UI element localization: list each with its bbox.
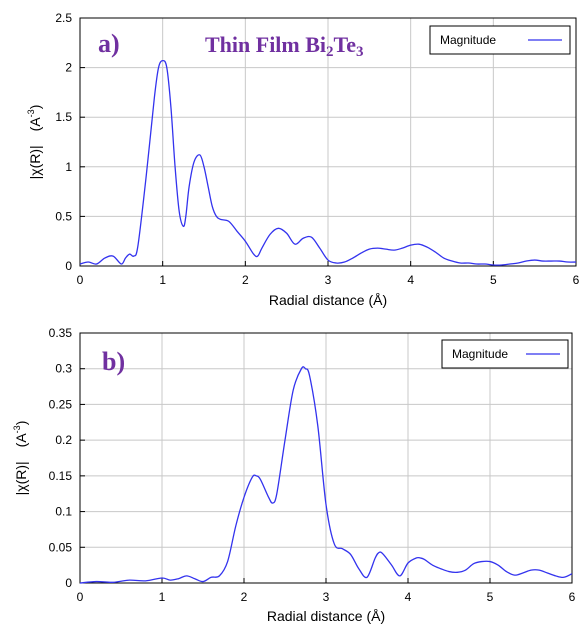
panel-a-xtick-label-5: 5 xyxy=(490,273,497,287)
panel-b-grid xyxy=(80,333,572,583)
panel-b-xtick-label-6: 6 xyxy=(569,590,576,604)
panel-b-ylabel-main: |χ(R)| xyxy=(13,461,29,495)
panel-b-legend-label: Magnitude xyxy=(452,347,508,361)
panel-b-ylabel-close: ) xyxy=(13,421,29,426)
panel-a-xtick-label-4: 4 xyxy=(407,273,414,287)
panel-a-xtick-label-1: 1 xyxy=(159,273,166,287)
panel-b: 0 1 2 3 4 5 6 0 0.05 0.1 0.15 0.2 0.25 0.3 0.35 b) Mag… xyxy=(12,326,576,624)
panel-b-series-magnitude-line xyxy=(79,366,573,584)
panel-b-label: b) xyxy=(102,347,125,376)
panel-b-ytick-label-0.1: 0.1 xyxy=(55,505,72,519)
panel-a-ytick-label-0.5: 0.5 xyxy=(55,209,72,223)
panel-a-ylabel-main: |χ(R)| xyxy=(27,145,43,179)
panel-b-xtick-label-3: 3 xyxy=(323,590,330,604)
panel-b-ytick-label-0.2: 0.2 xyxy=(55,433,72,447)
panel-b-xtick-label-4: 4 xyxy=(405,590,412,604)
panel-b-y-axis-label: |χ(R)| (A-3) xyxy=(12,421,29,496)
panel-a-title-sub2: 3 xyxy=(356,44,364,60)
panel-a-xtick-label-0: 0 xyxy=(77,273,84,287)
panel-a-plot-frame xyxy=(79,17,577,267)
panel-a-title-part1: Thin Film Bi xyxy=(205,32,326,57)
panel-a-legend-label: Magnitude xyxy=(440,33,496,47)
panel-a-title-sub1: 2 xyxy=(326,44,334,60)
panel-b-ytick-label-0: 0 xyxy=(65,576,72,590)
panel-a-ytick-label-2.5: 2.5 xyxy=(55,11,72,25)
panel-a-xtick-label-2: 2 xyxy=(242,273,249,287)
panel-a-title-part2: Te xyxy=(334,32,357,57)
panel-b-xtick-label-1: 1 xyxy=(159,590,166,604)
panel-a-ytick-label-1: 1 xyxy=(65,160,72,174)
svg-text:|χ(R)|(A-3): |χ(R)| (A-3) xyxy=(26,105,43,180)
panel-b-legend: Magnitude xyxy=(441,339,569,369)
panel-a: 0 1 2 3 4 5 600.511.522.5 a) Thin Film Bi2Te3 … xyxy=(26,11,580,308)
panel-a-title: Thin Film Bi2Te3 xyxy=(205,32,363,60)
panel-a-y-axis-label: |χ(R)| (A-3) xyxy=(26,105,43,180)
panel-b-ytick-label-0.25: 0.25 xyxy=(49,397,73,411)
panel-b-xtick-label-5: 5 xyxy=(487,590,494,604)
panel-b-ticks: 0 1 2 3 4 5 6 0 0.05 0.1 0.15 0.2 0.25 0.3 0.35 xyxy=(49,326,576,604)
panel-b-ytick-label-0.3: 0.3 xyxy=(55,362,72,376)
panel-a-ylabel-unit: (A xyxy=(27,117,43,132)
panel-a-xtick-label-3: 3 xyxy=(325,273,332,287)
panel-a-ylabel-close: ) xyxy=(27,105,43,110)
panel-a-label: a) xyxy=(98,29,120,58)
panel-b-ylabel-exp: -3 xyxy=(12,425,22,433)
panel-a-ytick-label-2: 2 xyxy=(65,61,72,75)
svg-text:|χ(R)|(A-3): |χ(R)| (A-3) xyxy=(12,421,29,496)
panel-a-legend: Magnitude xyxy=(429,25,571,55)
panel-a-ylabel-exp: -3 xyxy=(26,109,36,117)
panel-b-plot-frame xyxy=(79,332,573,584)
panel-a-ticks: 0 1 2 3 4 5 6 0 0.5 1 1.5 2 2.5 xyxy=(55,11,579,287)
panel-a-ytick-label-1.5: 1.5 xyxy=(55,110,72,124)
panel-a-xtick-label-6: 6 xyxy=(573,273,580,287)
panel-b-ylabel-unit: (A xyxy=(13,433,29,448)
panel-b-ytick-label-0.35: 0.35 xyxy=(49,326,73,340)
panel-a-series-magnitude-line xyxy=(79,59,577,266)
panel-b-x-axis-label: Radial distance (Å) xyxy=(267,608,385,624)
panel-a-grid xyxy=(80,18,576,266)
panel-b-ytick-label-0.05: 0.05 xyxy=(49,540,73,554)
panel-a-ytick-label-0: 0 xyxy=(65,259,72,273)
panel-a-x-axis-label: Radial distance (Å) xyxy=(269,292,387,308)
panel-b-xtick-label-2: 2 xyxy=(241,590,248,604)
panel-b-xtick-label-0: 0 xyxy=(77,590,84,604)
panel-b-ytick-label-0.15: 0.15 xyxy=(49,469,73,483)
